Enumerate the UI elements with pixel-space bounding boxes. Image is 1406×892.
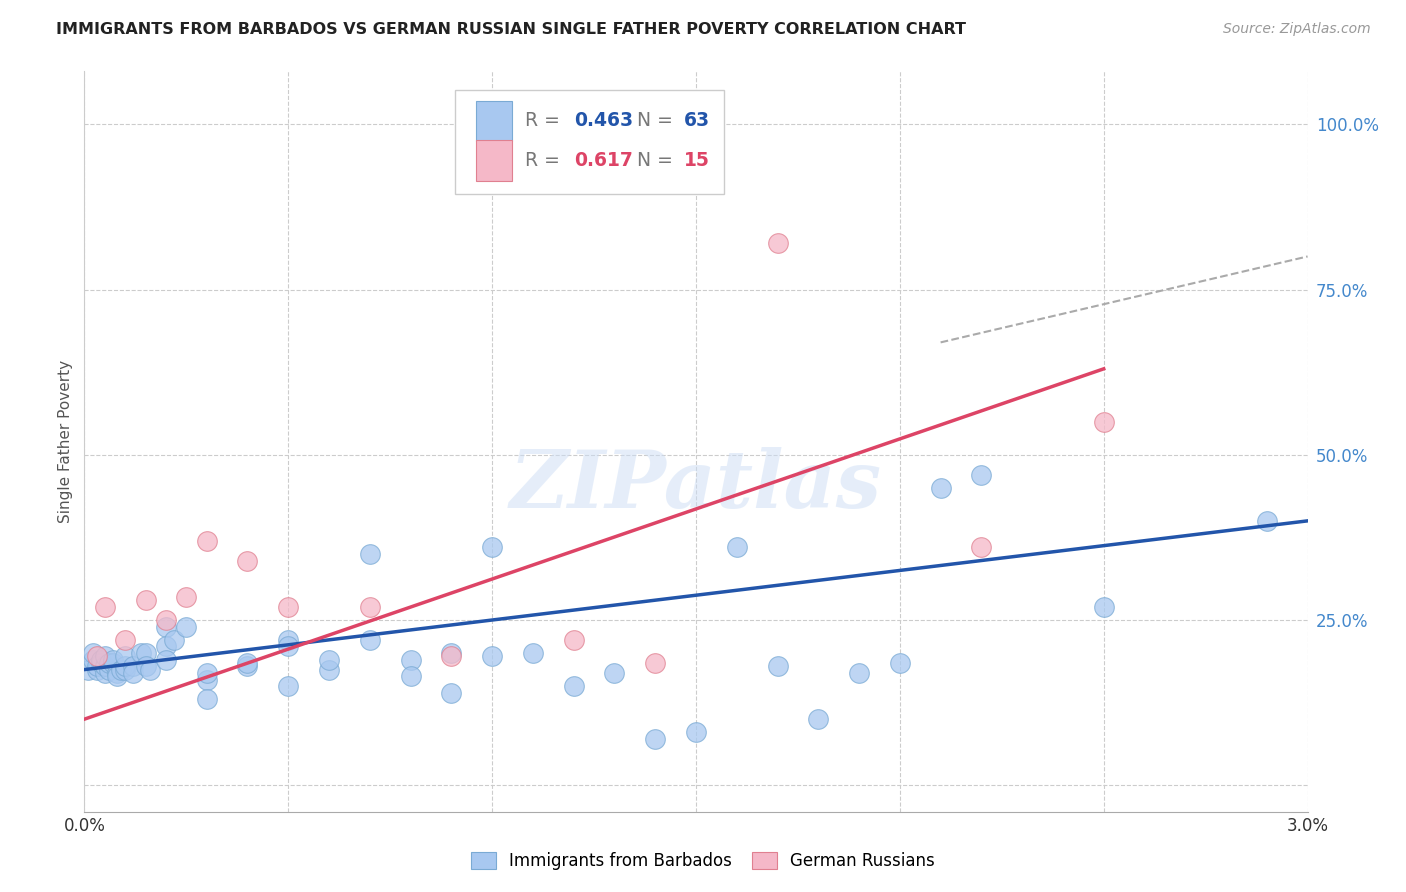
Point bbox=[644, 656, 666, 670]
Text: N =: N = bbox=[626, 112, 679, 130]
FancyBboxPatch shape bbox=[475, 140, 513, 180]
Point bbox=[318, 663, 340, 677]
Point bbox=[122, 665, 145, 680]
Point bbox=[440, 646, 463, 660]
Point bbox=[1092, 415, 1115, 429]
Point bbox=[277, 599, 299, 614]
Point bbox=[101, 653, 124, 667]
Text: 0.463: 0.463 bbox=[574, 112, 633, 130]
Point bbox=[889, 656, 911, 670]
Point bbox=[97, 656, 120, 670]
Point bbox=[848, 665, 870, 680]
Point bbox=[110, 663, 132, 677]
Point bbox=[807, 712, 830, 726]
FancyBboxPatch shape bbox=[475, 101, 513, 141]
Point bbox=[122, 659, 145, 673]
Point bbox=[86, 659, 108, 673]
Point bbox=[399, 653, 422, 667]
Point bbox=[176, 620, 198, 634]
Point bbox=[114, 659, 136, 673]
Point bbox=[195, 665, 218, 680]
Point bbox=[929, 481, 952, 495]
Text: 15: 15 bbox=[683, 151, 710, 169]
Point bbox=[82, 653, 104, 667]
Point bbox=[359, 599, 381, 614]
Point bbox=[114, 632, 136, 647]
Y-axis label: Single Father Poverty: Single Father Poverty bbox=[58, 360, 73, 523]
Point bbox=[399, 669, 422, 683]
Point bbox=[163, 632, 186, 647]
Point bbox=[562, 632, 585, 647]
Point bbox=[685, 725, 707, 739]
Point bbox=[155, 653, 177, 667]
Point bbox=[131, 646, 153, 660]
Text: ZIPatlas: ZIPatlas bbox=[510, 447, 882, 524]
Point bbox=[93, 599, 117, 614]
Point bbox=[155, 620, 177, 634]
Text: R =: R = bbox=[524, 151, 565, 169]
Point bbox=[1092, 599, 1115, 614]
Legend: Immigrants from Barbados, German Russians: Immigrants from Barbados, German Russian… bbox=[464, 845, 942, 877]
Point bbox=[236, 553, 259, 567]
Point bbox=[318, 653, 340, 667]
Point bbox=[105, 669, 128, 683]
Point bbox=[135, 646, 157, 660]
Point bbox=[562, 679, 585, 693]
Text: N =: N = bbox=[626, 151, 679, 169]
Point bbox=[135, 659, 157, 673]
Point bbox=[93, 659, 117, 673]
Point bbox=[277, 632, 299, 647]
Point bbox=[97, 663, 120, 677]
Point bbox=[440, 649, 463, 664]
Point bbox=[195, 533, 218, 548]
Point bbox=[277, 640, 299, 654]
Text: 0.617: 0.617 bbox=[574, 151, 633, 169]
Point bbox=[155, 613, 177, 627]
Point bbox=[77, 663, 100, 677]
Point bbox=[725, 541, 748, 555]
Point bbox=[155, 640, 177, 654]
Point bbox=[176, 590, 198, 604]
Point bbox=[766, 659, 789, 673]
Point bbox=[236, 656, 259, 670]
Point bbox=[644, 731, 666, 746]
Point bbox=[970, 467, 993, 482]
Point bbox=[522, 646, 544, 660]
Text: 63: 63 bbox=[683, 112, 710, 130]
Point bbox=[766, 236, 789, 251]
Point bbox=[481, 649, 503, 664]
Point bbox=[105, 665, 128, 680]
Point bbox=[82, 646, 104, 660]
Point bbox=[114, 663, 136, 677]
Point bbox=[1256, 514, 1278, 528]
Point bbox=[277, 679, 299, 693]
Point bbox=[970, 541, 993, 555]
Point bbox=[138, 663, 160, 677]
FancyBboxPatch shape bbox=[456, 90, 724, 194]
Text: IMMIGRANTS FROM BARBADOS VS GERMAN RUSSIAN SINGLE FATHER POVERTY CORRELATION CHA: IMMIGRANTS FROM BARBADOS VS GERMAN RUSSI… bbox=[56, 22, 966, 37]
Point bbox=[359, 547, 381, 561]
Point bbox=[195, 692, 218, 706]
Point bbox=[481, 541, 503, 555]
Text: Source: ZipAtlas.com: Source: ZipAtlas.com bbox=[1223, 22, 1371, 37]
Point bbox=[135, 593, 157, 607]
Point bbox=[114, 649, 136, 664]
Point bbox=[93, 665, 117, 680]
Point bbox=[195, 673, 218, 687]
Point bbox=[236, 659, 259, 673]
Point bbox=[101, 656, 124, 670]
Text: R =: R = bbox=[524, 112, 565, 130]
Point bbox=[440, 686, 463, 700]
Point bbox=[90, 656, 112, 670]
Point bbox=[93, 649, 117, 664]
Point bbox=[86, 663, 108, 677]
Point bbox=[86, 649, 108, 664]
Point bbox=[359, 632, 381, 647]
Point bbox=[603, 665, 626, 680]
Point bbox=[90, 653, 112, 667]
